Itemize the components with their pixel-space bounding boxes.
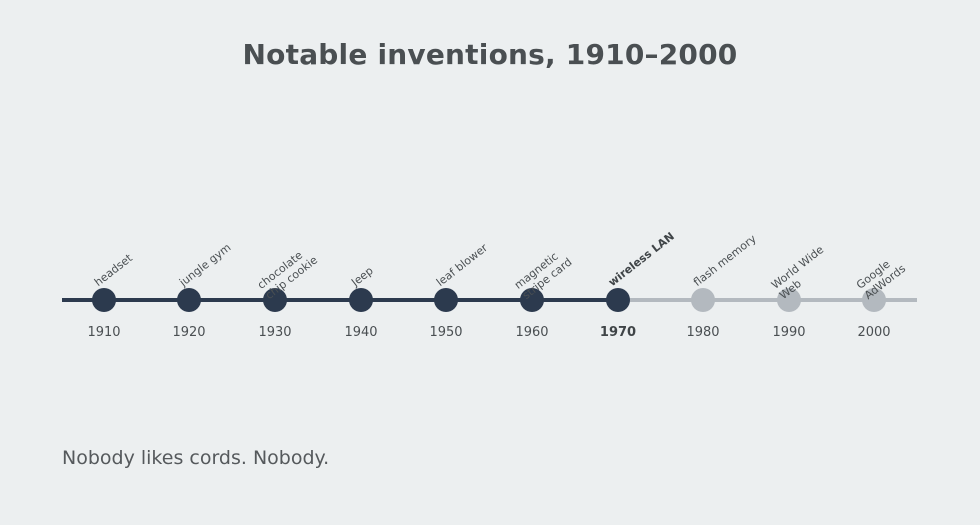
year-label: 1930 xyxy=(258,325,292,340)
timeline-track-past xyxy=(62,298,618,302)
year-label: 1950 xyxy=(429,325,463,340)
timeline-dot[interactable] xyxy=(862,288,886,312)
event-label: chocolate chip cookie xyxy=(254,248,321,302)
year-label: 1960 xyxy=(515,325,549,340)
timeline-dot[interactable] xyxy=(177,288,201,312)
timeline-dot[interactable] xyxy=(691,288,715,312)
timeline-dot[interactable] xyxy=(263,288,287,312)
caption: Nobody likes cords. Nobody. xyxy=(62,447,330,469)
timeline-dot[interactable] xyxy=(434,288,458,312)
year-label: 2000 xyxy=(857,325,891,340)
event-label: magnetic stripe card xyxy=(511,249,575,302)
timeline-track-future xyxy=(618,298,917,302)
year-label: 1970 xyxy=(599,325,637,340)
timeline-dot[interactable] xyxy=(777,288,801,312)
year-label: 1910 xyxy=(87,325,121,340)
year-label: 1980 xyxy=(686,325,720,340)
timeline-dot[interactable] xyxy=(92,288,116,312)
page-title: Notable inventions, 1910–2000 xyxy=(242,38,738,71)
timeline-dot[interactable] xyxy=(520,288,544,312)
year-label: 1940 xyxy=(344,325,378,340)
timeline-dot[interactable] xyxy=(606,288,630,312)
year-label: 1920 xyxy=(172,325,206,340)
timeline-dot[interactable] xyxy=(349,288,373,312)
year-label: 1990 xyxy=(772,325,806,340)
